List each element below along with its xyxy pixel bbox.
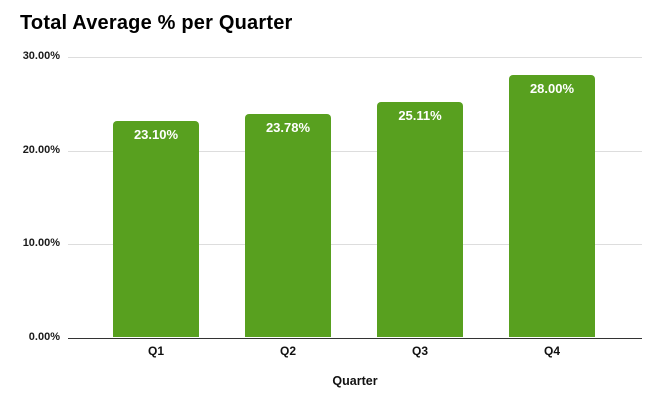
gridline [68,150,642,152]
bar: 28.00% [509,74,595,337]
y-axis-tick-label: 10.00% [22,237,60,250]
gridline [68,57,642,58]
category-label: Q2 [279,344,296,358]
bar: 23.78% [245,114,331,337]
bar: 25.11% [377,101,463,337]
category-label: Q3 [411,344,428,358]
bar-value-label: 23.10% [133,126,179,142]
x-axis-title: Quarter [332,374,378,388]
plot-area: 23.10% 23.78% 25.11% 28.00% [68,57,642,339]
y-axis-tick-label: 20.00% [22,143,60,156]
gridline [68,244,642,246]
bar: 23.10% [113,120,199,337]
category-label: Q4 [543,344,560,358]
bar-value-label: 28.00% [529,80,575,96]
y-axis: 0.00% 10.00% 20.00% 30.00% [0,50,60,343]
chart-title: Total Average % per Quarter [20,12,293,34]
y-axis-tick-label: 0.00% [28,331,60,343]
y-axis-tick-label: 30.00% [22,50,60,62]
bar-value-label: 25.11% [398,107,442,123]
x-axis: Q1 Q2 Q3 Q4 [68,344,642,360]
bar-value-label: 23.78% [265,120,311,136]
category-label: Q1 [147,344,164,358]
x-axis-line [68,338,642,339]
